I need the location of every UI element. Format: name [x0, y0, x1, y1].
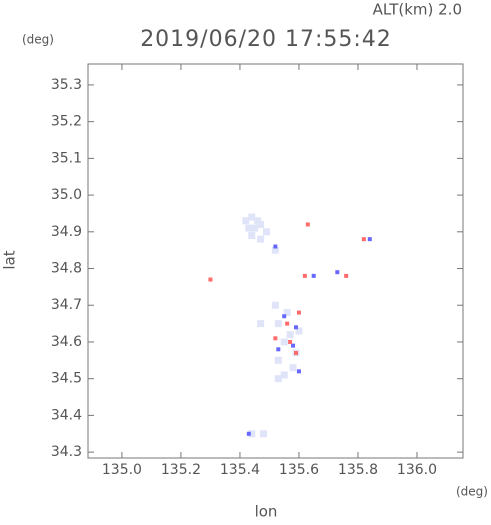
radar-point	[296, 310, 301, 315]
radar-point	[286, 331, 294, 339]
y-tick-label: 34.8	[51, 261, 82, 277]
radar-point	[271, 301, 279, 309]
radar-point	[257, 235, 265, 243]
radar-point	[294, 325, 299, 330]
radar-point	[294, 350, 299, 355]
radar-point	[273, 244, 278, 249]
x-tick-label: 135.4	[220, 462, 260, 478]
y-unit: (deg)	[22, 33, 54, 47]
radar-point	[248, 231, 256, 239]
y-tick-label: 35.3	[51, 77, 82, 93]
radar-point	[280, 338, 288, 346]
radar-point	[367, 237, 372, 242]
radar-point	[208, 277, 213, 282]
radar-point	[245, 224, 253, 232]
radar-point	[285, 321, 290, 326]
x-tick-label: 135.2	[161, 462, 201, 478]
x-tick-label: 136.0	[397, 462, 437, 478]
radar-point	[257, 220, 265, 228]
radar-point	[361, 237, 366, 242]
radar-point	[335, 270, 340, 275]
radar-point	[273, 336, 278, 341]
y-tick-label: 34.9	[51, 224, 82, 240]
radar-point	[296, 369, 301, 374]
radar-point	[242, 217, 250, 225]
radar-point	[274, 356, 282, 364]
y-tick-label: 34.7	[51, 297, 82, 313]
radar-point	[260, 430, 268, 438]
radar-point	[295, 327, 303, 335]
radar-point	[274, 320, 282, 328]
radar-point	[251, 224, 259, 232]
y-tick-label: 34.3	[51, 444, 82, 460]
radar-point	[263, 228, 271, 236]
radar-point	[271, 246, 279, 254]
x-tick-label: 135.8	[338, 462, 378, 478]
radar-point	[289, 364, 297, 372]
radar-point	[311, 273, 316, 278]
y-tick-label: 34.4	[51, 407, 82, 423]
y-tick-label: 35.2	[51, 114, 82, 130]
chart-subtitle: ALT(km) 2.0	[373, 1, 462, 19]
x-tick-label: 135.6	[279, 462, 319, 478]
y-tick-label: 34.5	[51, 371, 82, 387]
radar-point	[344, 273, 349, 278]
radar-point	[257, 320, 265, 328]
x-tick-label: 135.0	[102, 462, 142, 478]
plot-frame	[87, 63, 464, 459]
radar-point	[276, 347, 281, 352]
y-tick-label: 34.6	[51, 334, 82, 350]
y-tick-label: 35.0	[51, 187, 82, 203]
radar-point	[288, 339, 293, 344]
y-label: lat	[1, 250, 19, 269]
radar-point	[248, 213, 256, 221]
radar-point	[280, 371, 288, 379]
radar-point	[305, 222, 310, 227]
chart-title: 2019/06/20 17:55:42	[140, 27, 392, 52]
radar-point	[302, 273, 307, 278]
radar-point	[274, 375, 282, 383]
radar-point	[254, 217, 262, 225]
y-tick-label: 35.1	[51, 150, 82, 166]
radar-point	[248, 430, 256, 438]
x-label: lon	[255, 503, 278, 521]
radar-point	[282, 314, 287, 319]
radar-point	[283, 309, 291, 317]
x-unit: (deg)	[456, 485, 488, 499]
radar-point	[291, 343, 296, 348]
radar-point	[246, 431, 251, 436]
